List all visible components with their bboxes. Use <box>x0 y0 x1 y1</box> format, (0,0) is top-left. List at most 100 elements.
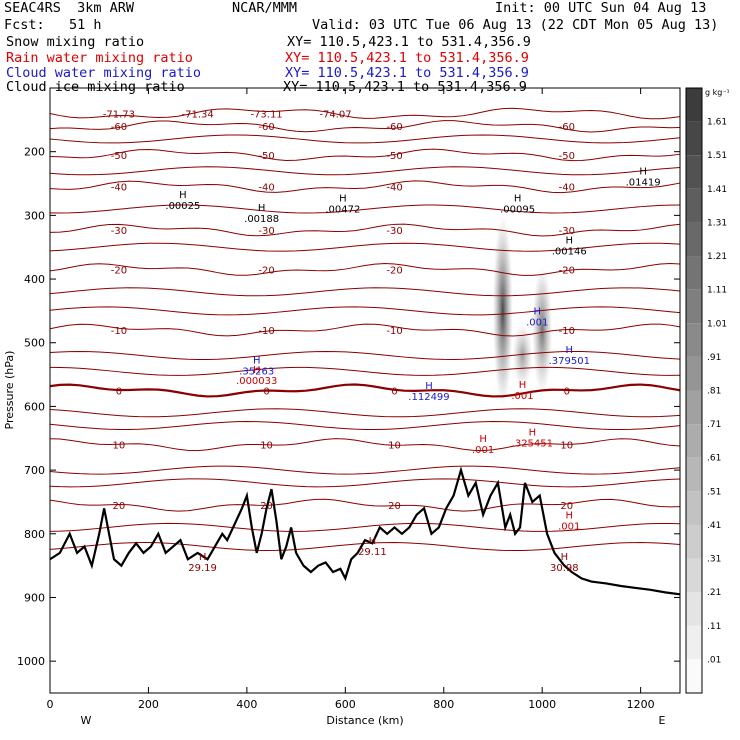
isotherm-line <box>49 522 681 532</box>
field-snow-xy: XY= 110.5,423.1 to 531.4,356.9 <box>287 34 531 50</box>
isotherm-line <box>49 498 681 512</box>
isotherm-label: -73.11 <box>250 109 282 120</box>
terrain-line <box>49 466 681 596</box>
colorbar-tick-label: 1.11 <box>707 286 727 296</box>
maxima-label: 29.11 <box>358 547 387 558</box>
colorbar-tick-label: .51 <box>707 487 721 497</box>
isotherm-label: -40 <box>111 183 127 194</box>
isotherm-label: -20 <box>559 266 575 277</box>
x-tick-label: 0 <box>47 698 54 711</box>
maxima-label: .000033 <box>236 376 277 387</box>
y-axis-title: Pressure (hPa) <box>3 351 16 430</box>
snow-shade-column <box>532 266 553 394</box>
isotherm-label: -40 <box>258 183 274 194</box>
colorbar-swatch <box>686 155 702 189</box>
colorbar-swatch <box>686 289 702 324</box>
y-tick-label: 400 <box>24 273 45 286</box>
colorbar-tick-label: 1.61 <box>707 118 727 128</box>
colorbar-swatch <box>686 659 702 693</box>
maxima-label: .001 <box>472 445 494 456</box>
colorbar-swatch <box>686 222 702 257</box>
isotherm-label: 20 <box>560 501 573 512</box>
plot-frame <box>49 87 681 694</box>
isotherm-label: 0 <box>263 387 269 398</box>
maxima-label: .35263 <box>239 367 274 378</box>
colorbar-tick-label: 1.21 <box>707 252 727 262</box>
isotherm-label: -20 <box>386 266 402 277</box>
maxima-h-mark: H <box>258 203 266 214</box>
maxima-labels: H.00025 H.00188H.00472H.00095H.00146H.014… <box>165 167 660 574</box>
maxima-label: .01419 <box>626 178 661 189</box>
isotherm-label: 20 <box>113 501 126 512</box>
isotherm-line <box>49 383 681 398</box>
colorbar-swatch <box>686 121 702 156</box>
x-tick-label: 1200 <box>627 698 655 711</box>
maxima-h-mark: H <box>565 235 573 246</box>
isotherm-label: 10 <box>388 441 401 452</box>
isotherm-label: -40 <box>559 183 575 194</box>
isotherm-label: 10 <box>113 441 126 452</box>
maxima-label: .001 <box>558 521 580 532</box>
colorbar-swatch <box>686 256 702 290</box>
isotherm-line <box>49 350 681 360</box>
colorbar-frame <box>685 87 703 694</box>
isotherm-label: -30 <box>386 226 402 237</box>
colorbar-swatch <box>686 356 702 391</box>
field-rain-xy: XY= 110.5,423.1 to 531.4,356.9 <box>285 50 529 66</box>
maxima-h-mark: H <box>529 428 537 439</box>
isotherm-label: -10 <box>559 326 575 337</box>
field-cloudwater-xy: XY= 110.5,423.1 to 531.4,356.9 <box>285 65 529 81</box>
isotherm-label: -30 <box>559 226 575 237</box>
snow-shading <box>492 215 553 407</box>
model-title: SEAC4RS 3km ARW <box>4 0 135 16</box>
colorbar-swatch <box>686 592 702 626</box>
colorbar-tick-label: 1.31 <box>707 218 727 228</box>
isotherm-label: -71.73 <box>103 109 135 120</box>
colorbar-tick-label: .81 <box>707 387 721 397</box>
colorbar-tick-label: .11 <box>707 622 721 632</box>
isotherm-line <box>49 180 681 194</box>
field-cloudice-name: Cloud ice mixing ratio <box>6 79 185 95</box>
isotherm-line <box>49 323 681 337</box>
colorbar-swatch <box>686 457 702 492</box>
y-tick-label: 700 <box>24 464 45 477</box>
colorbar-swatch <box>686 323 702 357</box>
x-tick-label: 800 <box>433 698 454 711</box>
x-tick-label: 600 <box>335 698 356 711</box>
y-tick-label: 800 <box>24 528 45 541</box>
maxima-label: .00188 <box>244 214 279 225</box>
isotherm-label: -60 <box>258 122 274 133</box>
isotherm-label: 20 <box>388 501 401 512</box>
isotherm-label: -71.34 <box>182 109 214 120</box>
isotherm-label: -10 <box>258 326 274 337</box>
colorbar-swatch <box>686 491 702 525</box>
colorbar-swatch <box>686 625 702 660</box>
colorbar-tick-label: .71 <box>707 420 721 430</box>
maxima-h-mark: H <box>199 552 207 563</box>
isotherm-line <box>49 134 681 144</box>
isotherm-label: -50 <box>258 151 274 162</box>
isotherm-line <box>49 166 681 176</box>
colorbar-tick-label: 1.41 <box>707 185 727 195</box>
maxima-label: .001 <box>511 391 533 402</box>
maxima-h-mark: H <box>514 193 522 204</box>
field-cloudwater-name: Cloud water mixing ratio <box>6 65 202 81</box>
field-rain-name: Rain water mixing ratio <box>6 50 193 66</box>
colorbar-tick-label: .31 <box>707 555 721 565</box>
maxima-h-mark: H <box>369 536 377 547</box>
maxima-h-mark: H <box>565 345 573 356</box>
colorbar-swatch <box>686 424 702 458</box>
isotherm-label: 10 <box>560 441 573 452</box>
maxima-h-mark: H <box>339 193 347 204</box>
isotherm-line <box>49 263 681 276</box>
maxima-label: .379501 <box>549 356 590 367</box>
org-label: NCAR/MMM <box>232 0 298 16</box>
isotherm-line <box>49 107 681 120</box>
y-tick-label: 300 <box>24 209 45 222</box>
colorbar-swatch <box>686 390 702 425</box>
isotherm-line <box>49 242 681 252</box>
colorbar-swatch <box>686 188 702 223</box>
maxima-label: .00025 <box>165 201 200 212</box>
colorbar-tick-label: 1.01 <box>707 319 727 329</box>
isotherm-label: -20 <box>258 266 274 277</box>
